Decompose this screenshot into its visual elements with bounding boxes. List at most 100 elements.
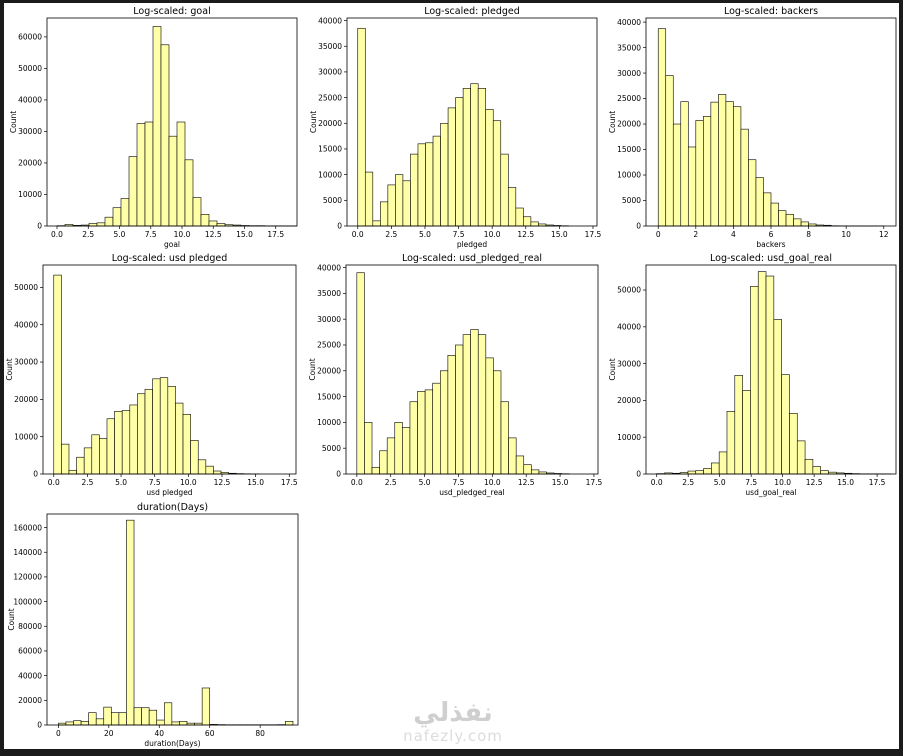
histogram-bar — [750, 286, 759, 475]
y-axis-label: Count — [9, 111, 18, 133]
y-tick-label: 0 — [37, 222, 42, 231]
histogram-bar — [477, 88, 487, 227]
histogram-panel-3: 0 2 4 6 8 10 12 0 5000 10000 15000 20000 25000 30000 3… — [608, 6, 897, 249]
histogram-bar — [197, 459, 207, 475]
y-tick-label: 20000 — [617, 396, 641, 405]
x-tick-label: 20 — [104, 729, 114, 738]
histogram-bar — [120, 198, 130, 227]
y-axis-label: Count — [309, 111, 318, 133]
y-tick-label: 35000 — [617, 43, 641, 52]
histogram-bar — [789, 412, 798, 475]
histogram-bar — [773, 319, 782, 475]
histogram-bar — [409, 401, 418, 475]
histogram-bar — [765, 275, 775, 475]
histogram-bar — [175, 402, 184, 475]
y-tick-label: 0 — [636, 470, 641, 479]
x-tick-label: 0.0 — [48, 478, 60, 487]
x-axis-label: goal — [164, 240, 180, 249]
histogram-bar — [440, 122, 449, 227]
x-tick-label: 10 — [841, 230, 851, 239]
y-axis-label: Count — [608, 358, 617, 380]
x-tick-label: 2.5 — [82, 230, 94, 239]
x-tick-label: 12.5 — [518, 478, 535, 487]
histogram-panel-5: 0.0 2.5 5.0 7.5 10.0 12.5 15.0 17.5 0 5000 10000 15… — [308, 253, 603, 497]
histogram-bar — [778, 210, 787, 227]
histogram-bar — [820, 470, 829, 475]
x-tick-label: 80 — [255, 729, 265, 738]
histogram-bar — [137, 393, 146, 475]
y-axis-label: Count — [608, 111, 617, 133]
plot-frame — [46, 513, 299, 726]
histogram-panel-7: 0 20 40 60 80 0 20000 40000 60000 80000 100000 1200… — [7, 502, 299, 748]
histogram-bar — [106, 418, 115, 475]
x-tick-label: 12 — [879, 230, 889, 239]
histogram-bar — [424, 389, 434, 475]
histogram-bar — [104, 216, 114, 227]
histogram-bar — [763, 192, 772, 227]
histogram-bar — [128, 156, 138, 227]
histogram-bar — [133, 707, 142, 726]
y-tick-label: 0 — [33, 470, 38, 479]
histogram-bar — [492, 120, 502, 227]
histogram-bar — [665, 75, 674, 227]
histogram-bar — [455, 97, 464, 227]
y-tick-label: 20000 — [18, 696, 42, 705]
histogram-bar — [192, 197, 202, 227]
histogram-bar — [710, 101, 719, 227]
y-tick-label: 15000 — [318, 145, 342, 154]
histogram-bar — [208, 220, 218, 227]
histogram-bar — [439, 370, 449, 475]
histogram-bar — [726, 411, 736, 475]
histogram-bar — [417, 391, 426, 475]
histogram-bar — [687, 470, 697, 475]
x-tick-label: 17.5 — [267, 230, 284, 239]
y-tick-label: 30000 — [617, 359, 641, 368]
x-axis-label: pledged — [457, 240, 488, 249]
histogram-bar — [804, 458, 814, 475]
histogram-bar — [148, 709, 158, 726]
histogram-grid: 0.0 2.5 5.0 7.5 10.0 12.5 15.0 17.5010000200003… — [5, 6, 897, 748]
y-tick-label: 10000 — [18, 190, 42, 199]
histogram-panel-2: 0.0 2.5 5.0 7.5 10.0 12.5 15.0 17.5 0 5000 10000 15… — [309, 6, 602, 249]
histogram-panel-6: 0.0 2.5 5.0 7.5 10.0 12.5 15.0 17.5 0 10000 20000 3… — [608, 253, 897, 497]
histogram-bar — [740, 128, 749, 227]
y-tick-label: 0 — [337, 222, 342, 231]
histogram-bar — [812, 466, 821, 475]
histogram-bar — [83, 447, 93, 475]
histogram-bar — [395, 174, 404, 227]
histogram-bar — [447, 355, 456, 475]
histogram-bar — [718, 94, 727, 227]
y-axis-label: Count — [308, 358, 317, 380]
histogram-bar — [531, 469, 540, 475]
y-tick-label: 10000 — [617, 171, 641, 180]
histogram-bar — [500, 153, 509, 227]
x-tick-label: 10.0 — [174, 230, 191, 239]
histogram-bar — [136, 123, 146, 227]
y-tick-label: 0 — [336, 470, 341, 479]
chart-title: duration(Days) — [137, 502, 208, 513]
chart-title: Log-scaled: usd_goal_real — [710, 253, 832, 264]
histogram-bar — [680, 101, 689, 227]
chart-title: Log-scaled: goal — [133, 6, 210, 17]
y-tick-label: 40000 — [617, 18, 641, 27]
histogram-bar — [733, 106, 742, 227]
histogram-bar — [800, 221, 809, 227]
y-tick-label: 40000 — [18, 671, 42, 680]
histogram-bar — [80, 720, 89, 726]
x-tick-label: 2.5 — [385, 478, 397, 487]
x-tick-label: 7.5 — [453, 230, 465, 239]
histogram-bar — [88, 712, 97, 726]
x-axis-label: usd_goal_real — [745, 488, 796, 497]
x-tick-label: 0 — [56, 729, 61, 738]
histogram-bar — [357, 27, 366, 227]
histogram-bar — [425, 142, 434, 227]
histogram-bar — [507, 187, 517, 227]
x-tick-label: 10.0 — [484, 478, 501, 487]
y-tick-label: 0 — [636, 222, 641, 231]
x-tick-label: 5.0 — [419, 478, 431, 487]
chart-title: Log-scaled: backers — [724, 6, 818, 17]
x-tick-label: 0.0 — [352, 230, 364, 239]
y-tick-label: 20000 — [14, 395, 38, 404]
chart-title: Log-scaled: usd pledged — [112, 253, 228, 264]
x-tick-label: 15.0 — [236, 230, 253, 239]
